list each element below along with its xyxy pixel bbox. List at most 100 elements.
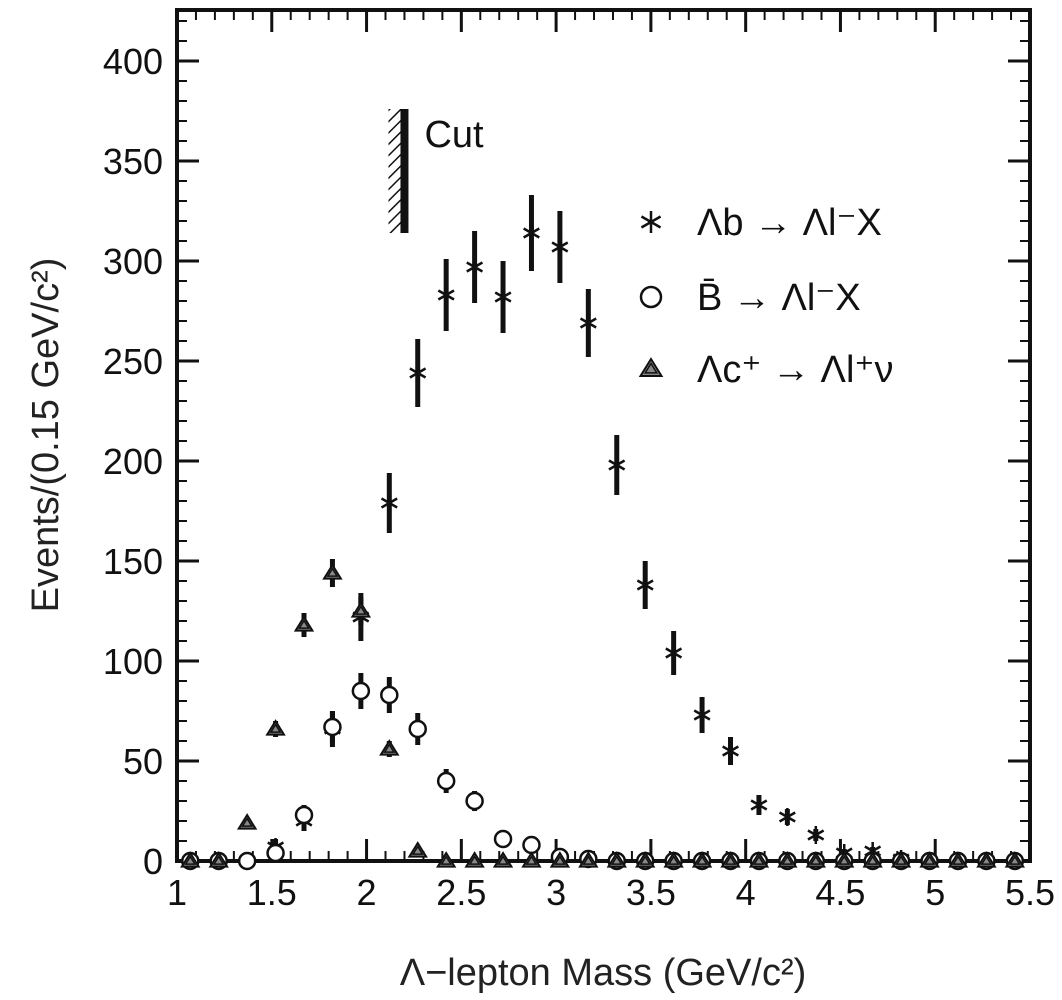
data-point bbox=[549, 851, 571, 868]
data-point bbox=[579, 314, 597, 332]
data-point bbox=[266, 843, 285, 863]
triangle-inner bbox=[696, 855, 709, 865]
triangle-inner bbox=[383, 743, 396, 753]
data-point bbox=[693, 706, 711, 724]
data-point bbox=[466, 258, 484, 276]
triangle-inner bbox=[809, 855, 822, 865]
x-axis-title: Λ−lepton Mass (GeV/c²) bbox=[400, 952, 807, 994]
triangle-inner bbox=[354, 605, 367, 615]
data-point bbox=[606, 851, 627, 868]
x-tick-label: 2 bbox=[357, 872, 377, 913]
triangle-inner bbox=[895, 855, 908, 865]
data-point bbox=[380, 494, 398, 512]
cut-annotation: Cut bbox=[388, 109, 484, 233]
x-tick-label: 1 bbox=[167, 872, 187, 913]
data-point bbox=[748, 851, 770, 868]
x-tick-label: 3 bbox=[546, 872, 566, 913]
data-point bbox=[180, 851, 201, 868]
series-star bbox=[181, 195, 1024, 870]
triangle-inner bbox=[525, 855, 538, 865]
triangle-inner bbox=[298, 619, 310, 629]
y-tick-label: 150 bbox=[103, 541, 163, 582]
data-point bbox=[465, 791, 484, 811]
triangle-inner bbox=[724, 855, 737, 865]
x-tick-label: 1.5 bbox=[247, 872, 297, 913]
x-tick-label: 4.5 bbox=[815, 872, 865, 913]
triangle-inner bbox=[212, 855, 225, 865]
data-point bbox=[807, 826, 825, 844]
triangle-inner bbox=[923, 855, 936, 865]
triangle-inner bbox=[184, 855, 197, 865]
y-tick-label: 250 bbox=[103, 341, 163, 382]
triangle-inner bbox=[269, 723, 282, 733]
star-stroke bbox=[640, 215, 662, 229]
triangle-inner bbox=[497, 855, 510, 865]
data-point bbox=[265, 719, 286, 736]
data-point bbox=[380, 685, 399, 705]
data-point bbox=[437, 286, 455, 304]
legend-marker-circle bbox=[639, 285, 663, 309]
axis-ticks bbox=[175, 10, 1032, 863]
star-stroke bbox=[551, 241, 569, 253]
star-stroke bbox=[409, 367, 427, 379]
y-tick-label: 200 bbox=[103, 441, 163, 482]
legend-label: Λb → Λl⁻X bbox=[697, 202, 882, 244]
legend: Λb → Λl⁻X B̄ → Λl⁻X Λc⁺ → Λl⁺ν bbox=[638, 202, 893, 391]
y-tick-label: 50 bbox=[123, 741, 163, 782]
data-point bbox=[1004, 851, 1026, 868]
data-point bbox=[608, 456, 626, 474]
data-point bbox=[494, 288, 512, 306]
data-point bbox=[919, 851, 940, 868]
series-circle bbox=[181, 673, 1025, 871]
data-point bbox=[208, 851, 229, 868]
star-stroke bbox=[437, 289, 455, 301]
y-tick-label: 400 bbox=[103, 41, 163, 82]
triangle-inner bbox=[411, 845, 424, 855]
x-tick-label: 5.5 bbox=[1005, 872, 1055, 913]
cut-hatch bbox=[388, 109, 403, 233]
data-point bbox=[862, 851, 883, 868]
data-point bbox=[407, 841, 428, 858]
x-tick-label: 4 bbox=[736, 872, 756, 913]
star-stroke bbox=[466, 261, 484, 273]
data-point bbox=[409, 364, 427, 382]
y-tick-label: 100 bbox=[103, 641, 163, 682]
x-tick-label: 3.5 bbox=[626, 872, 676, 913]
star-stroke bbox=[636, 579, 654, 591]
star-stroke bbox=[380, 497, 398, 509]
data-point bbox=[976, 851, 997, 868]
legend-marker-star bbox=[640, 211, 662, 233]
star-stroke bbox=[494, 291, 512, 303]
triangle-inner bbox=[468, 855, 481, 865]
data-point bbox=[351, 681, 371, 701]
data-point bbox=[379, 739, 400, 756]
star-stroke bbox=[778, 811, 796, 823]
data-point bbox=[665, 644, 683, 662]
data-point bbox=[805, 851, 826, 868]
star-stroke bbox=[665, 647, 683, 659]
y-axis-title: Events/(0.15 GeV/c²) bbox=[25, 258, 67, 613]
y-tick-label: 350 bbox=[103, 141, 163, 182]
data-point bbox=[778, 808, 796, 826]
data-point bbox=[436, 771, 456, 791]
y-tick-label: 300 bbox=[103, 241, 163, 282]
data-point bbox=[947, 851, 969, 868]
x-tick-label: 5 bbox=[925, 872, 945, 913]
data-point bbox=[722, 742, 739, 760]
legend-marker-triangle bbox=[638, 357, 664, 377]
triangle-inner bbox=[639, 855, 652, 865]
legend-label: Λc⁺ → Λl⁺ν bbox=[697, 349, 893, 391]
data-point bbox=[522, 835, 541, 855]
data-point bbox=[408, 719, 427, 739]
data-point bbox=[523, 224, 540, 242]
data-point bbox=[551, 238, 569, 256]
legend-label: B̄ → Λl⁻X bbox=[697, 277, 861, 319]
data-point bbox=[293, 615, 315, 632]
triangle-inner bbox=[553, 855, 566, 865]
star-stroke bbox=[608, 459, 626, 471]
triangle-inner bbox=[781, 855, 794, 865]
triangle-inner bbox=[980, 855, 993, 865]
data-point bbox=[493, 829, 513, 849]
data-point bbox=[750, 796, 768, 814]
series-triangle bbox=[180, 559, 1026, 868]
